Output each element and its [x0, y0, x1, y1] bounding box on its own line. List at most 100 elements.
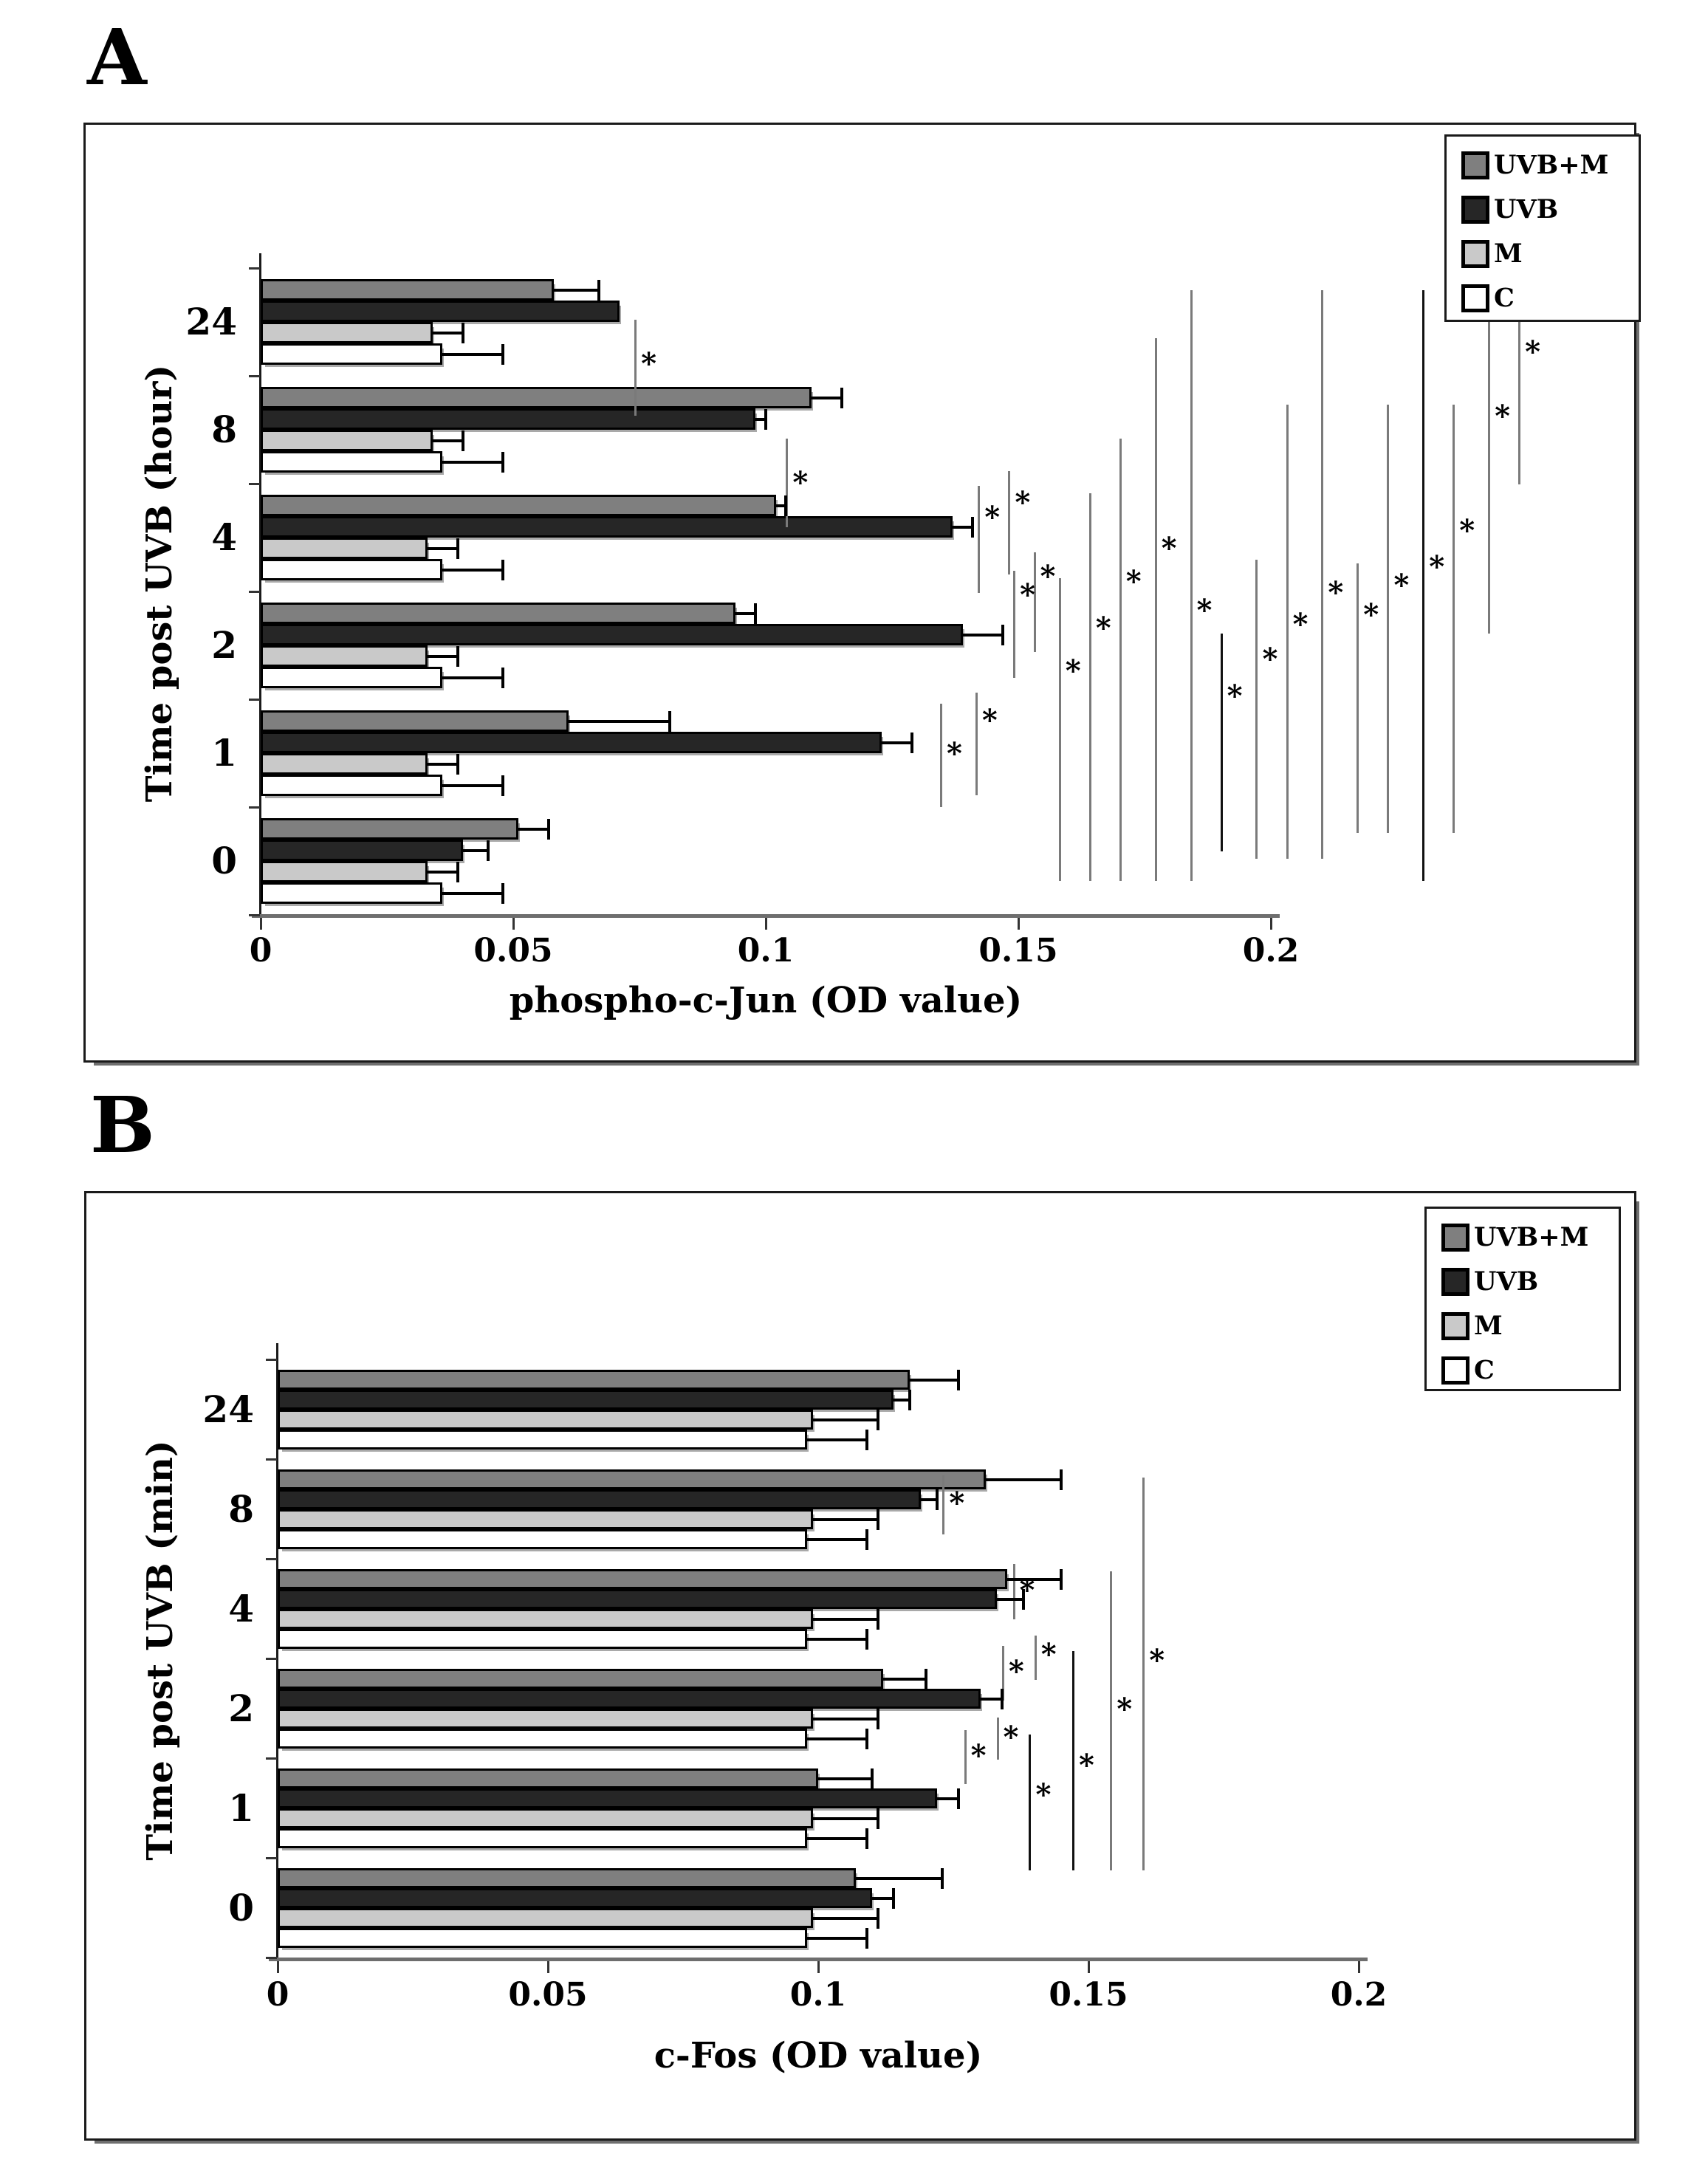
error-bar-UVB+M-1	[569, 719, 670, 723]
x-axis-tick	[765, 918, 767, 930]
error-bar-cap-UVB+M-0	[546, 818, 550, 840]
error-bar-cap-C-0	[865, 1927, 868, 1949]
error-bar-C-8	[442, 460, 504, 464]
error-bar-cap-M-4	[876, 1608, 879, 1630]
significance-line-6	[964, 1730, 967, 1785]
legend-label-C: C	[1494, 283, 1515, 313]
bar-UVB-2	[261, 624, 963, 645]
y-tick-label-24: 24	[185, 300, 237, 343]
error-bar-cap-M-2	[456, 645, 459, 667]
error-bar-cap-UVB+M-4	[1060, 1568, 1063, 1590]
legend-label-UVB+M: UVB+M	[1494, 150, 1609, 180]
error-bar-cap-UVB+M-24	[597, 279, 601, 301]
error-bar-cap-M-8	[876, 1509, 879, 1530]
bar-UVB-0	[278, 1888, 873, 1908]
significance-star-17: *	[1328, 575, 1344, 611]
error-bar-UVB-24	[894, 1398, 910, 1402]
bar-UVB+M-8	[261, 387, 812, 408]
error-bar-UVB+M-2	[882, 1677, 927, 1681]
error-bar-cap-UVB+M-4	[784, 495, 788, 516]
x-axis-tick	[547, 1961, 549, 1973]
significance-line-21	[1453, 404, 1455, 833]
legend-swatch-C	[1441, 1356, 1469, 1385]
significance-star-19: *	[1393, 567, 1410, 603]
legend: UVB+M UVB M C	[1444, 134, 1641, 322]
bar-UVB+M-2	[261, 603, 735, 624]
significance-star-5: *	[984, 500, 1001, 535]
legend-item-C: C	[1441, 1355, 1495, 1385]
bar-UVB-8	[278, 1489, 922, 1509]
error-bar-M-0	[812, 1916, 878, 1920]
significance-line-8	[1033, 552, 1036, 652]
x-tick-label-0.1: 0.1	[789, 1976, 847, 2014]
significance-star-3: *	[946, 735, 962, 771]
bar-M-4	[261, 538, 428, 559]
error-bar-UVB+M-8	[985, 1478, 1062, 1481]
significance-star-18: *	[1363, 597, 1379, 632]
error-bar-M-8	[432, 439, 463, 442]
significance-line-12	[1154, 337, 1157, 882]
significance-line-7	[1029, 1734, 1032, 1870]
error-bar-cap-C-8	[865, 1529, 868, 1550]
legend-swatch-C	[1461, 284, 1489, 312]
x-axis-line	[252, 914, 1280, 918]
error-bar-C-2	[807, 1737, 867, 1740]
error-bar-cap-C-1	[865, 1828, 868, 1849]
bar-C-2	[261, 667, 443, 688]
y-tick-label-1: 1	[211, 731, 237, 775]
significance-line-10	[1088, 493, 1091, 882]
significance-star-20: *	[1429, 549, 1445, 585]
error-bar-UVB-8	[755, 417, 766, 421]
error-bar-UVB-2	[980, 1697, 1002, 1701]
significance-star-4: *	[1008, 1654, 1024, 1689]
error-bar-cap-UVB-2	[1001, 624, 1005, 645]
y-axis-tick	[266, 1458, 277, 1461]
error-bar-cap-M-0	[876, 1907, 879, 1929]
bar-M-1	[261, 753, 428, 775]
x-tick-label-0: 0	[266, 1976, 289, 2014]
error-bar-cap-UVB-4	[971, 516, 975, 538]
bar-M-2	[278, 1709, 813, 1729]
error-bar-UVB-2	[962, 633, 1004, 637]
error-bar-cap-M-1	[456, 753, 459, 775]
legend-swatch-M	[1461, 239, 1489, 268]
legend-item-C: C	[1461, 283, 1515, 313]
significance-star-5: *	[1003, 1720, 1019, 1755]
x-axis-tick	[1270, 918, 1272, 930]
error-bar-C-0	[807, 1936, 867, 1940]
error-bar-M-2	[427, 654, 458, 658]
error-bar-C-2	[442, 676, 504, 679]
error-bar-UVB+M-4	[775, 504, 786, 507]
error-bar-UVB+M-24	[910, 1378, 959, 1382]
error-bar-cap-M-24	[461, 322, 464, 343]
bar-M-0	[278, 1908, 813, 1928]
y-tick-label-8: 8	[228, 1486, 254, 1531]
significance-star-10: *	[1095, 610, 1111, 645]
error-bar-cap-C-8	[501, 451, 505, 473]
x-axis-tick	[1358, 1961, 1360, 1973]
significance-line-13	[1190, 290, 1193, 882]
error-bar-M-2	[812, 1717, 878, 1720]
error-bar-UVB+M-1	[818, 1777, 873, 1780]
panel-b-x-axis-title: c-Fos (OD value)	[654, 2035, 983, 2076]
y-axis-tick	[266, 1359, 277, 1361]
error-bar-cap-UVB+M-24	[957, 1369, 961, 1390]
error-bar-C-24	[442, 352, 504, 356]
bar-M-1	[278, 1808, 813, 1828]
error-bar-cap-UVB-8	[936, 1489, 939, 1510]
bar-UVB+M-1	[261, 710, 569, 732]
significance-line-5	[978, 486, 981, 594]
error-bar-cap-C-4	[865, 1628, 868, 1650]
significance-star-12: *	[1161, 531, 1177, 566]
bar-UVB-1	[278, 1788, 938, 1808]
error-bar-C-8	[807, 1537, 867, 1541]
bar-C-24	[278, 1430, 808, 1449]
legend-swatch-UVB	[1441, 1267, 1469, 1296]
bar-UVB+M-0	[278, 1868, 857, 1888]
legend-label-M: M	[1474, 1311, 1503, 1341]
significance-line-16	[1286, 404, 1289, 859]
error-bar-M-1	[812, 1816, 878, 1820]
legend: UVB+M UVB M C	[1424, 1207, 1621, 1391]
bar-UVB+M-24	[261, 279, 554, 301]
x-tick-label-0.2: 0.2	[1242, 932, 1300, 970]
